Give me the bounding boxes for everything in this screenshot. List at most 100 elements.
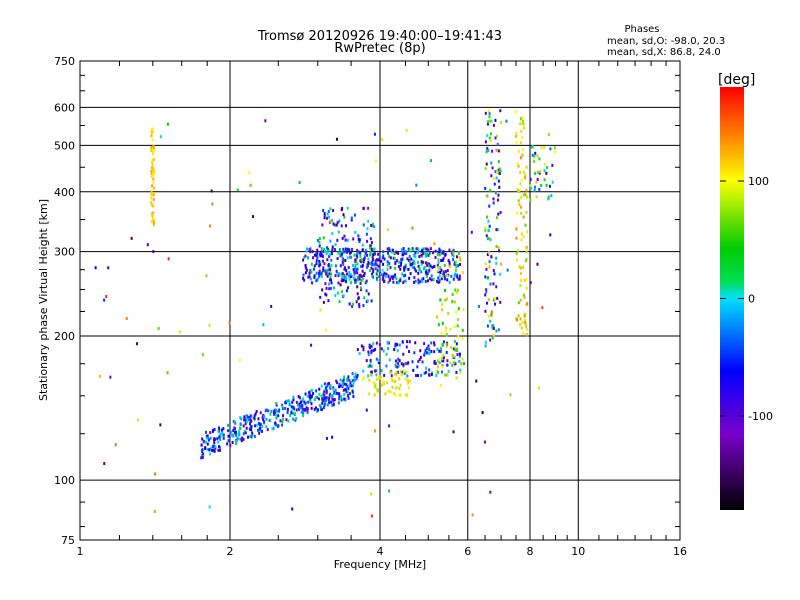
- data-point: [209, 224, 212, 228]
- data-point: [248, 427, 251, 431]
- data-point: [402, 274, 405, 278]
- data-point: [457, 334, 460, 338]
- data-point: [516, 211, 519, 215]
- data-point: [345, 272, 348, 276]
- data-point: [222, 436, 225, 440]
- data-point: [299, 401, 302, 405]
- data-point: [399, 277, 402, 281]
- data-point: [414, 251, 417, 255]
- data-point: [492, 326, 495, 330]
- data-point: [404, 249, 407, 253]
- data-point: [415, 183, 418, 187]
- data-point: [368, 343, 371, 347]
- data-point: [488, 112, 491, 116]
- data-point: [341, 381, 344, 385]
- data-point: [396, 343, 399, 347]
- data-point: [488, 260, 491, 264]
- data-point: [263, 415, 266, 419]
- data-point: [517, 314, 520, 318]
- data-point: [320, 274, 323, 278]
- data-point: [438, 349, 441, 353]
- x-tick-label: 2: [227, 545, 234, 558]
- data-point: [314, 406, 317, 410]
- data-point: [370, 370, 373, 374]
- data-point: [496, 134, 499, 138]
- data-point: [325, 436, 328, 440]
- data-point: [391, 276, 394, 280]
- data-point: [523, 313, 526, 317]
- data-point: [381, 138, 384, 142]
- data-point: [226, 442, 229, 446]
- data-point: [344, 387, 347, 391]
- data-point: [253, 414, 256, 418]
- data-point: [320, 384, 323, 388]
- data-point: [447, 311, 450, 315]
- data-point: [157, 326, 160, 330]
- data-point: [354, 279, 357, 283]
- data-point: [492, 197, 495, 201]
- data-point: [355, 258, 358, 262]
- data-point: [298, 406, 301, 410]
- data-point: [417, 278, 420, 282]
- data-point: [536, 262, 539, 266]
- data-point: [533, 185, 536, 189]
- data-point: [322, 268, 325, 272]
- data-point: [369, 237, 372, 241]
- data-point: [322, 236, 325, 240]
- data-point: [413, 351, 416, 355]
- data-point: [325, 251, 328, 255]
- data-point: [325, 390, 328, 394]
- data-point: [543, 162, 546, 166]
- data-point: [343, 382, 346, 386]
- y-tick-label: 75: [61, 534, 75, 547]
- data-point: [312, 256, 315, 260]
- data-point: [499, 300, 502, 304]
- data-point: [393, 275, 396, 279]
- data-point: [413, 260, 416, 264]
- data-point: [393, 347, 396, 351]
- data-point: [380, 259, 383, 263]
- data-point: [339, 283, 342, 287]
- data-point: [98, 374, 101, 378]
- data-point: [495, 148, 498, 152]
- data-point: [390, 374, 393, 378]
- data-point: [354, 268, 357, 272]
- data-point: [239, 437, 242, 441]
- data-point: [336, 272, 339, 276]
- data-point: [326, 271, 329, 275]
- data-point: [404, 263, 407, 267]
- data-point: [437, 265, 440, 269]
- data-point: [525, 333, 528, 337]
- data-point: [323, 262, 326, 266]
- data-point: [489, 138, 492, 142]
- data-point: [353, 379, 356, 383]
- data-point: [345, 268, 348, 272]
- data-point: [347, 386, 350, 390]
- data-point: [386, 263, 389, 267]
- data-point: [449, 264, 452, 268]
- data-point: [322, 249, 325, 253]
- data-point: [323, 247, 326, 251]
- data-point: [321, 223, 324, 227]
- data-point: [426, 252, 429, 256]
- data-point: [520, 278, 523, 282]
- data-point: [457, 277, 460, 281]
- data-point: [334, 264, 337, 268]
- data-point: [322, 300, 325, 304]
- data-point: [152, 149, 155, 153]
- data-point: [238, 358, 241, 362]
- data-point: [515, 236, 518, 240]
- data-point: [242, 424, 245, 428]
- data-point: [323, 394, 326, 398]
- data-point: [439, 384, 442, 388]
- data-point: [405, 251, 408, 255]
- data-point: [434, 249, 437, 253]
- data-point: [529, 198, 532, 202]
- data-point: [518, 202, 521, 206]
- data-point: [211, 202, 214, 206]
- data-point: [318, 244, 321, 248]
- data-point: [455, 273, 458, 277]
- data-point: [359, 265, 362, 269]
- data-point: [451, 249, 454, 253]
- data-point: [320, 247, 323, 251]
